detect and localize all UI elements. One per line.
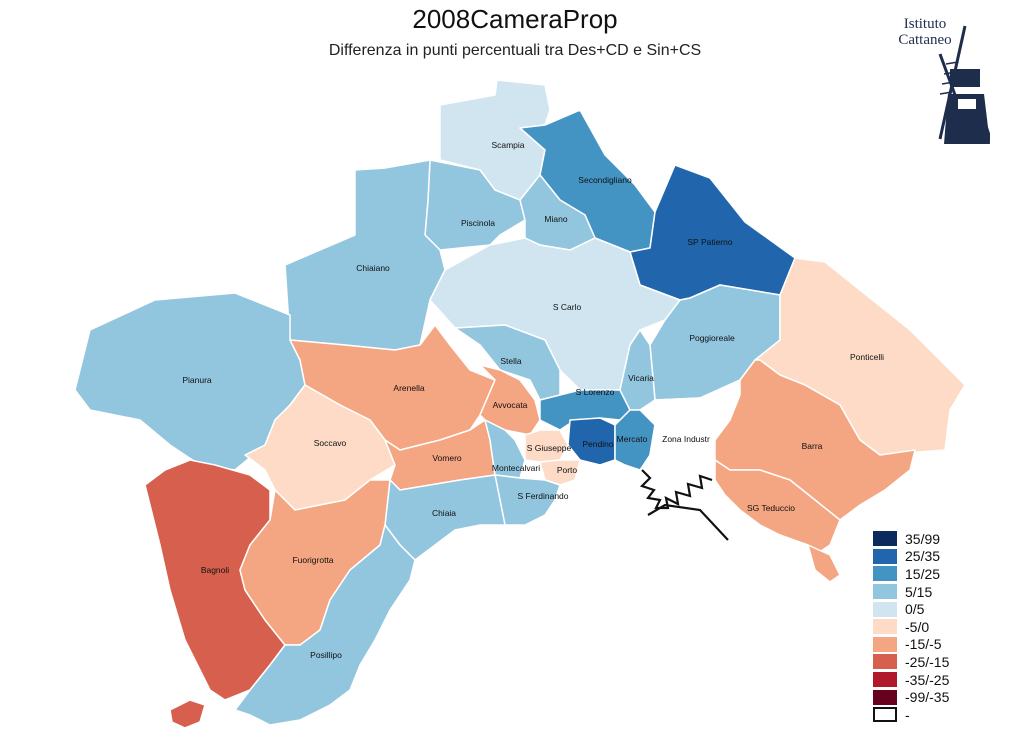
district-label-chiaiano: Chiaiano (356, 263, 390, 273)
legend-label: 25/35 (905, 548, 941, 565)
district-montecalvario (484, 419, 526, 479)
legend-swatch (873, 548, 897, 564)
district-label-barra: Barra (802, 441, 823, 451)
district-label-mercato: Mercato (617, 434, 648, 444)
legend-swatch (873, 636, 897, 652)
district-vicaria (619, 329, 656, 411)
district-label-zona-industriale: Zona Industr (662, 434, 710, 444)
legend-label: -99/-35 (905, 689, 950, 706)
district-label-vicaria: Vicaria (628, 373, 654, 383)
logo-line-2: Cattaneo (898, 32, 952, 48)
legend-swatch (873, 566, 897, 582)
district-label-fuorigrotta: Fuorigrotta (292, 555, 333, 565)
legend-item: -5/0 (873, 618, 1023, 636)
district-label-arenella: Arenella (393, 383, 424, 393)
map-subtitle: Differenza in punti percentuali tra Des+… (328, 42, 702, 59)
legend-label: - (905, 706, 910, 723)
legend-item: 0/5 (873, 600, 1023, 618)
district-label-stella: Stella (500, 356, 522, 366)
district-label-secondigliano: Secondigliano (578, 175, 632, 185)
windmill-icon (938, 25, 990, 144)
district-label-ponticelli: Ponticelli (850, 352, 884, 362)
district-posillipo (234, 524, 416, 726)
district-label-s-carlo: S Carlo (553, 302, 582, 312)
district-label-s-ferdinando: S Ferdinando (517, 491, 568, 501)
district-label-s-lorenzo: S Lorenzo (576, 387, 615, 397)
legend-item: 25/35 (873, 548, 1023, 566)
legend-item: - (873, 706, 1023, 724)
legend-label: 0/5 (905, 601, 925, 618)
legend-swatch (873, 707, 897, 723)
district-chiaiano (284, 159, 446, 351)
district-label-soccavo: Soccavo (314, 438, 347, 448)
legend-label: 35/99 (905, 530, 941, 547)
legend-label: -15/-5 (905, 636, 942, 653)
district-label-vomero: Vomero (432, 453, 462, 463)
district-label-montecalvario: Montecalvari (492, 463, 540, 473)
district-label-miano: Miano (544, 214, 567, 224)
district-label-sp-patierno: SP Patierno (687, 237, 732, 247)
legend-item: 5/15 (873, 583, 1023, 601)
port-breakwater-outline (647, 503, 729, 541)
district-sp-patierno (629, 164, 796, 301)
legend-item: 35/99 (873, 530, 1023, 548)
district-label-posillipo: Posillipo (310, 650, 342, 660)
istituto-cattaneo-logo: Istituto Cattaneo (880, 14, 990, 149)
district-barra (714, 359, 916, 521)
legend-swatch (873, 689, 897, 705)
legend-swatch (873, 584, 897, 600)
legend-label: 15/25 (905, 565, 941, 582)
district-label-pianura: Pianura (182, 375, 212, 385)
sg-teduccio-coast (807, 544, 841, 583)
district-label-chiaia: Chiaia (432, 508, 456, 518)
legend: 35/99 25/35 15/25 5/15 0/5 -5/0 -15/-5 -25/-15-… (873, 530, 1023, 724)
legend-swatch (873, 672, 897, 688)
legend-swatch (873, 619, 897, 635)
legend-item: -15/-5 (873, 636, 1023, 654)
legend-swatch (873, 601, 897, 617)
district-label-scampia: Scampia (491, 140, 524, 150)
district-s-giuseppe (524, 429, 569, 463)
legend-item: 15/25 (873, 565, 1023, 583)
map-title: 2008CameraProp (412, 4, 618, 34)
legend-item: -25/-15 (873, 653, 1023, 671)
port-pier-outline (639, 469, 713, 510)
district-label-avvocata: Avvocata (493, 400, 528, 410)
district-label-poggioreale: Poggioreale (689, 333, 735, 343)
legend-item: -35/-25 (873, 671, 1023, 689)
district-zona-industriale (649, 379, 741, 466)
logo-line-1: Istituto (903, 16, 947, 32)
legend-swatch (873, 654, 897, 670)
legend-item: -99/-35 (873, 688, 1023, 706)
legend-label: -25/-15 (905, 653, 950, 670)
nisida-island (169, 699, 206, 729)
district-label-piscinola: Piscinola (461, 218, 495, 228)
legend-label: -35/-25 (905, 671, 950, 688)
district-label-porto: Porto (557, 465, 578, 475)
legend-label: -5/0 (905, 618, 930, 635)
district-label-pendino: Pendino (582, 439, 613, 449)
district-label-s-giuseppe: S Giuseppe (527, 443, 572, 453)
district-label-bagnoli: Bagnoli (201, 565, 229, 575)
legend-swatch (873, 531, 897, 547)
district-label-sg-teduccio: SG Teduccio (747, 503, 795, 513)
district-pendino (567, 417, 616, 466)
legend-label: 5/15 (905, 583, 933, 600)
